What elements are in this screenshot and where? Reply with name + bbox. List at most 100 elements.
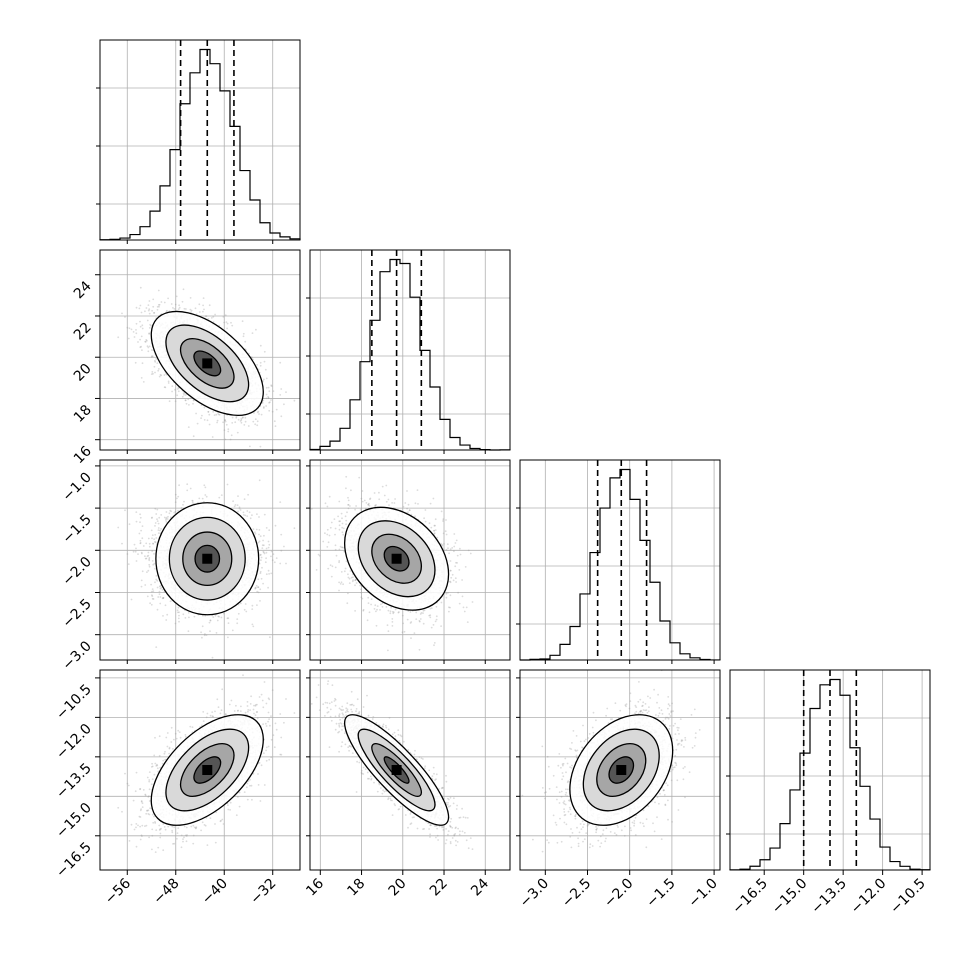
sample-point bbox=[152, 563, 155, 566]
sample-point bbox=[243, 608, 246, 611]
sample-point bbox=[148, 542, 151, 545]
sample-point bbox=[151, 355, 153, 357]
sample-point bbox=[285, 562, 287, 565]
sample-point bbox=[141, 327, 144, 330]
sample-point bbox=[152, 598, 155, 600]
sample-point bbox=[165, 310, 168, 313]
sample-point bbox=[280, 549, 283, 552]
scatter-panel-1-3 bbox=[99, 459, 301, 661]
sample-point bbox=[162, 615, 164, 617]
sample-point bbox=[261, 566, 263, 569]
sample-point bbox=[140, 345, 143, 348]
sample-point bbox=[160, 514, 163, 516]
sample-point bbox=[256, 424, 259, 427]
sample-point bbox=[154, 581, 156, 584]
sample-point bbox=[201, 625, 204, 628]
axes-frame bbox=[519, 459, 721, 661]
sample-point bbox=[170, 303, 173, 305]
sample-point bbox=[158, 305, 160, 308]
sample-point bbox=[147, 554, 150, 557]
sample-point bbox=[158, 303, 161, 306]
sample-point bbox=[147, 569, 150, 572]
sample-point bbox=[280, 388, 283, 390]
sample-point bbox=[150, 324, 153, 327]
sample-point bbox=[273, 420, 276, 423]
sample-point bbox=[154, 541, 157, 544]
sample-point bbox=[124, 316, 126, 318]
sample-point bbox=[274, 524, 277, 527]
sample-point bbox=[272, 390, 275, 392]
sample-point bbox=[127, 337, 130, 340]
sample-point bbox=[151, 371, 154, 373]
sample-point bbox=[140, 311, 143, 314]
sample-point bbox=[148, 545, 151, 548]
sample-point bbox=[263, 378, 265, 381]
sample-point bbox=[261, 544, 264, 547]
sample-point bbox=[254, 532, 257, 535]
sample-point bbox=[236, 622, 239, 625]
sample-point bbox=[157, 289, 160, 292]
sample-point bbox=[178, 611, 180, 614]
axes-frame bbox=[309, 249, 511, 451]
sample-point bbox=[165, 619, 168, 621]
sample-point bbox=[195, 412, 198, 415]
sample-point bbox=[244, 420, 247, 423]
sample-point bbox=[248, 511, 251, 514]
sample-point bbox=[268, 390, 271, 393]
histogram-step bbox=[520, 468, 721, 661]
sample-point bbox=[174, 303, 177, 306]
sample-point bbox=[147, 350, 150, 353]
sample-point bbox=[225, 423, 228, 426]
sample-point bbox=[160, 374, 163, 377]
sample-point bbox=[142, 381, 145, 383]
histogram-step bbox=[99, 48, 301, 241]
sample-point bbox=[154, 507, 157, 510]
sample-point bbox=[204, 486, 207, 489]
sample-point bbox=[159, 585, 162, 587]
sample-point bbox=[227, 636, 229, 639]
sample-point bbox=[237, 612, 240, 615]
sample-point bbox=[174, 622, 177, 625]
sample-point bbox=[168, 512, 171, 515]
sample-point bbox=[135, 560, 138, 562]
sample-point bbox=[262, 550, 265, 553]
sample-point bbox=[144, 341, 147, 343]
sample-point bbox=[267, 586, 269, 589]
sample-point bbox=[146, 339, 148, 342]
sample-point bbox=[135, 322, 138, 325]
sample-point bbox=[267, 395, 269, 398]
sample-point bbox=[265, 547, 268, 550]
sample-point bbox=[211, 656, 214, 659]
sample-point bbox=[242, 335, 245, 338]
sample-point bbox=[150, 603, 153, 606]
sample-point bbox=[255, 528, 258, 531]
sample-point bbox=[270, 399, 272, 401]
sample-point bbox=[174, 388, 176, 391]
sample-point bbox=[226, 327, 229, 330]
sample-point bbox=[146, 555, 149, 558]
sample-point bbox=[178, 484, 181, 487]
sample-point bbox=[279, 361, 282, 364]
sample-point bbox=[259, 361, 262, 364]
sample-point bbox=[178, 306, 181, 309]
sample-point bbox=[174, 510, 177, 513]
sample-point bbox=[145, 542, 148, 545]
sample-point bbox=[139, 542, 142, 545]
sample-point bbox=[117, 336, 120, 339]
sample-point bbox=[140, 529, 143, 532]
sample-point bbox=[150, 517, 153, 519]
sample-point bbox=[139, 346, 142, 349]
sample-point bbox=[150, 590, 153, 593]
sample-point bbox=[240, 602, 242, 605]
sample-point bbox=[240, 421, 243, 424]
sample-point bbox=[146, 595, 149, 598]
sample-point bbox=[176, 394, 179, 397]
sample-point bbox=[146, 345, 149, 348]
sample-point bbox=[183, 307, 186, 310]
sample-point bbox=[244, 514, 247, 517]
sample-point bbox=[148, 557, 151, 559]
sample-point bbox=[177, 387, 180, 390]
sample-point bbox=[254, 586, 257, 589]
sample-point bbox=[144, 557, 147, 560]
